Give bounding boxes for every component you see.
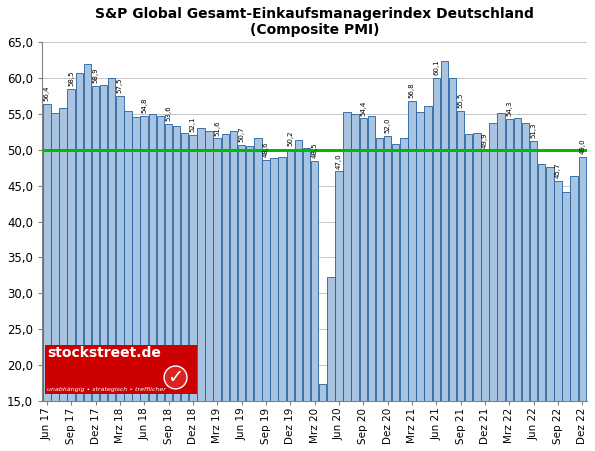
Bar [181, 133, 189, 451]
Bar [481, 151, 488, 451]
Text: unabhängig • strategisch • trefflicher: unabhängig • strategisch • trefflicher [48, 387, 166, 392]
Bar [513, 118, 521, 451]
Bar [92, 86, 99, 451]
Text: 45,7: 45,7 [555, 162, 561, 178]
Bar [198, 129, 205, 451]
Bar [489, 123, 497, 451]
Bar [465, 134, 472, 451]
Bar [43, 104, 51, 451]
Text: 56,8: 56,8 [409, 83, 415, 98]
Text: 50,7: 50,7 [239, 126, 245, 142]
Bar [562, 192, 570, 451]
Bar [457, 110, 464, 451]
Text: 54,8: 54,8 [141, 97, 147, 113]
Bar [149, 114, 156, 451]
Bar [238, 145, 245, 451]
Bar [278, 157, 286, 451]
Text: 47,0: 47,0 [336, 153, 342, 169]
Text: 51,6: 51,6 [214, 120, 220, 136]
Bar [311, 161, 318, 451]
Bar [522, 124, 529, 451]
Bar [416, 112, 424, 451]
Bar [392, 144, 399, 451]
Text: 52,1: 52,1 [190, 116, 196, 132]
Bar [352, 114, 359, 451]
Bar [473, 133, 481, 451]
Bar [554, 181, 562, 451]
Text: 58,5: 58,5 [68, 71, 74, 86]
Bar [343, 112, 351, 451]
Bar [254, 138, 262, 451]
Bar [433, 78, 440, 451]
Bar [230, 131, 237, 451]
Text: 49,0: 49,0 [580, 138, 585, 154]
Bar [384, 136, 392, 451]
Bar [424, 106, 432, 451]
Text: 51,3: 51,3 [531, 122, 537, 138]
Bar [67, 89, 75, 451]
Title: S&P Global Gesamt-Einkaufsmanagerindex Deutschland
(Composite PMI): S&P Global Gesamt-Einkaufsmanagerindex D… [95, 7, 534, 37]
Bar [214, 138, 221, 451]
Bar [359, 119, 367, 451]
Bar [578, 157, 586, 451]
Bar [132, 117, 140, 451]
Text: 50,2: 50,2 [287, 130, 293, 146]
Bar [100, 86, 107, 451]
Bar [327, 277, 334, 451]
Bar [303, 148, 310, 451]
Text: 60,1: 60,1 [433, 59, 439, 75]
Bar [165, 124, 173, 451]
Bar [546, 167, 553, 451]
Text: 56,4: 56,4 [44, 86, 50, 101]
Bar [173, 125, 180, 451]
Bar [116, 96, 124, 451]
Text: 53,6: 53,6 [165, 106, 171, 121]
Bar [368, 115, 375, 451]
Text: stockstreet.de: stockstreet.de [48, 345, 161, 359]
Bar [205, 131, 213, 451]
Bar [246, 146, 253, 451]
Bar [189, 135, 196, 451]
Text: ✓: ✓ [167, 368, 184, 387]
Bar [156, 116, 164, 451]
Bar [262, 160, 270, 451]
Bar [530, 141, 537, 451]
Text: 54,4: 54,4 [360, 100, 367, 115]
Bar [287, 148, 294, 451]
Bar [408, 101, 416, 451]
Bar [400, 138, 408, 451]
Bar [497, 113, 505, 451]
Bar [140, 115, 148, 451]
Bar [295, 140, 302, 451]
Bar [506, 119, 513, 451]
Bar [449, 78, 456, 451]
Text: 48,6: 48,6 [263, 142, 269, 157]
Bar [124, 111, 131, 451]
Bar [376, 138, 383, 451]
Text: 55,5: 55,5 [458, 92, 464, 108]
Bar [108, 78, 115, 451]
Bar [335, 171, 343, 451]
Bar [51, 113, 59, 451]
Bar [60, 108, 67, 451]
Text: 54,3: 54,3 [506, 101, 512, 116]
FancyBboxPatch shape [45, 345, 198, 394]
Text: 48,5: 48,5 [312, 143, 318, 158]
Bar [221, 134, 229, 451]
Text: 58,9: 58,9 [92, 68, 99, 83]
Bar [270, 158, 278, 451]
Text: 57,5: 57,5 [117, 78, 123, 93]
Bar [76, 74, 83, 451]
Bar [441, 61, 448, 451]
Text: 52,0: 52,0 [384, 117, 390, 133]
Bar [538, 164, 546, 451]
Bar [319, 383, 327, 451]
Bar [571, 176, 578, 451]
Bar [84, 64, 91, 451]
Text: 49,9: 49,9 [482, 132, 488, 148]
